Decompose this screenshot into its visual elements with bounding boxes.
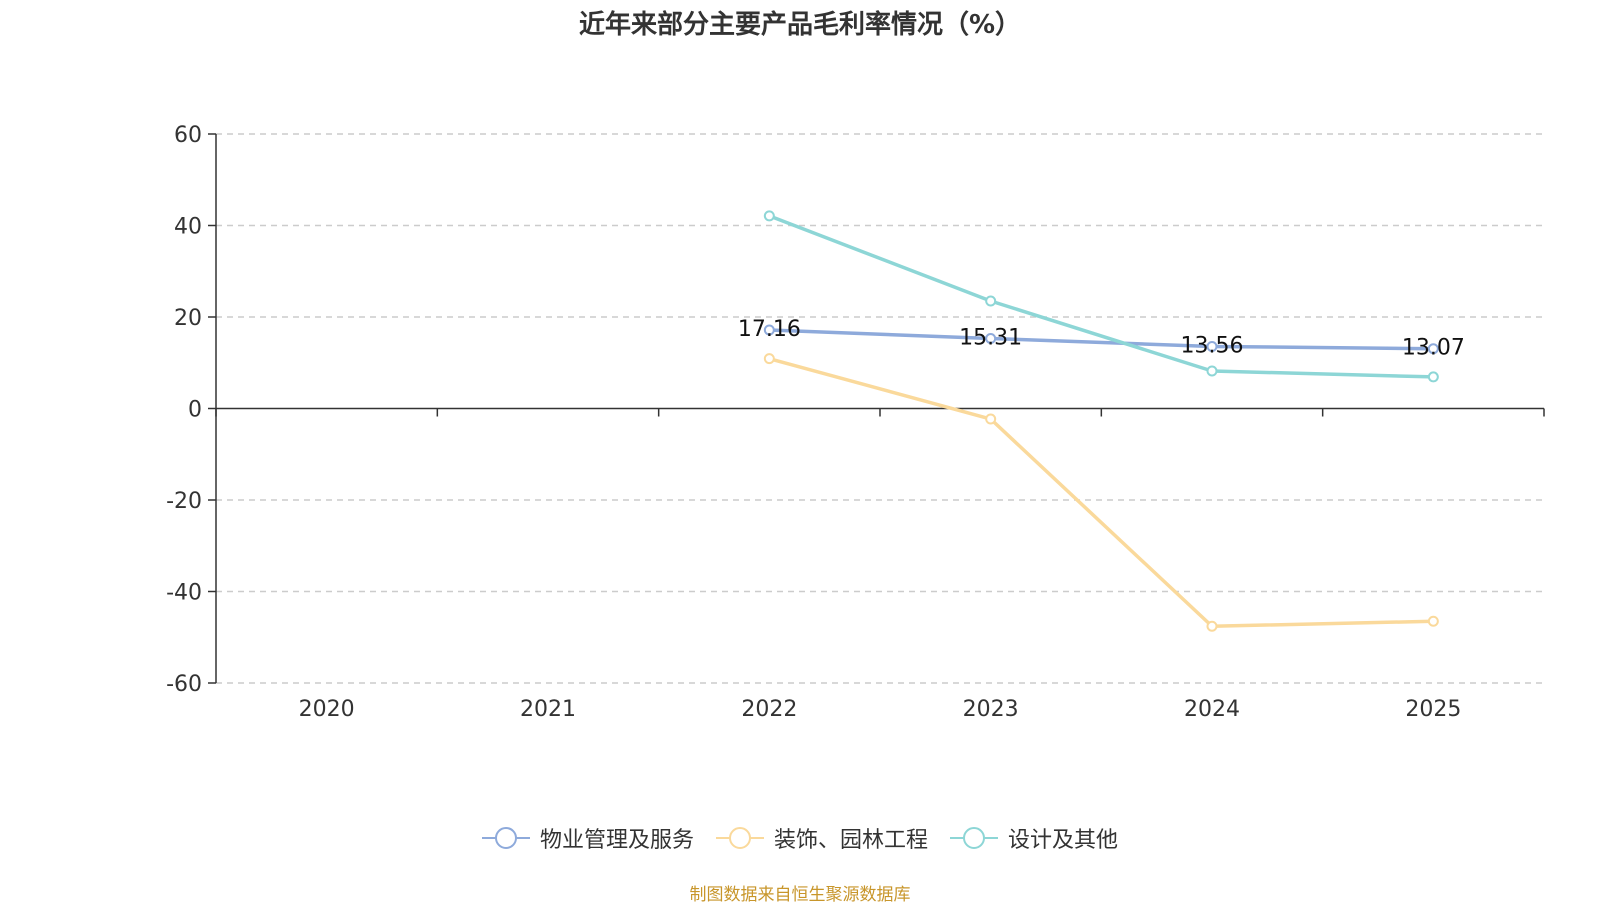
y-tick-label: 0	[188, 398, 202, 423]
y-tick-label: 40	[174, 215, 202, 240]
data-label: 17.16	[738, 317, 801, 342]
legend-swatch-design	[950, 827, 998, 849]
x-tick-label: 2022	[741, 697, 797, 722]
legend-label-design: 设计及其他	[1008, 828, 1119, 853]
legend-item-design[interactable]: 设计及其他	[950, 822, 1118, 854]
y-tick-label: -40	[166, 581, 202, 606]
legend-label-property: 物业管理及服务	[539, 828, 694, 853]
data-label: 15.31	[959, 325, 1022, 350]
y-tick-label: 60	[174, 123, 202, 148]
data-point	[985, 332, 997, 344]
data-point	[1206, 365, 1218, 377]
x-tick-label: 2024	[1184, 697, 1240, 722]
series-line-2	[768, 214, 1434, 379]
x-tick-label: 2021	[520, 697, 576, 722]
data-point	[985, 413, 997, 425]
data-label: 13.56	[1181, 333, 1244, 358]
data-point	[1206, 620, 1218, 632]
data-label: 13.07	[1402, 336, 1465, 361]
x-tick-label: 2020	[299, 697, 355, 722]
legend-swatch-decoration	[715, 827, 764, 849]
data-point	[1206, 340, 1218, 352]
legend-item-property[interactable]: 物业管理及服务	[481, 822, 694, 854]
data-point	[985, 295, 997, 307]
legend-item-decoration[interactable]: 装饰、园林工程	[715, 822, 928, 854]
legend-swatch-property	[481, 827, 530, 849]
series-line-0	[769, 328, 1434, 351]
y-tick-label: -60	[166, 672, 202, 697]
x-tick-label: 2023	[963, 697, 1019, 722]
legend: 物业管理及服务 装饰、园林工程 设计及其他	[0, 822, 1600, 854]
y-tick-label: -20	[166, 489, 202, 514]
legend-label-decoration: 装饰、园林工程	[773, 828, 928, 853]
data-point	[763, 210, 775, 222]
data-point	[1427, 371, 1439, 383]
data-point	[763, 324, 775, 336]
data-point	[1427, 343, 1439, 355]
data-point	[1427, 615, 1439, 627]
data-point	[763, 353, 775, 365]
chart-title: 近年来部分主要产品毛利率情况（%）	[578, 10, 1022, 40]
series-line-1	[768, 356, 1434, 629]
x-tick-label: 2025	[1405, 697, 1461, 722]
source-note: 制图数据来自恒生聚源数据库	[689, 885, 911, 905]
y-tick-label: 20	[174, 306, 202, 331]
